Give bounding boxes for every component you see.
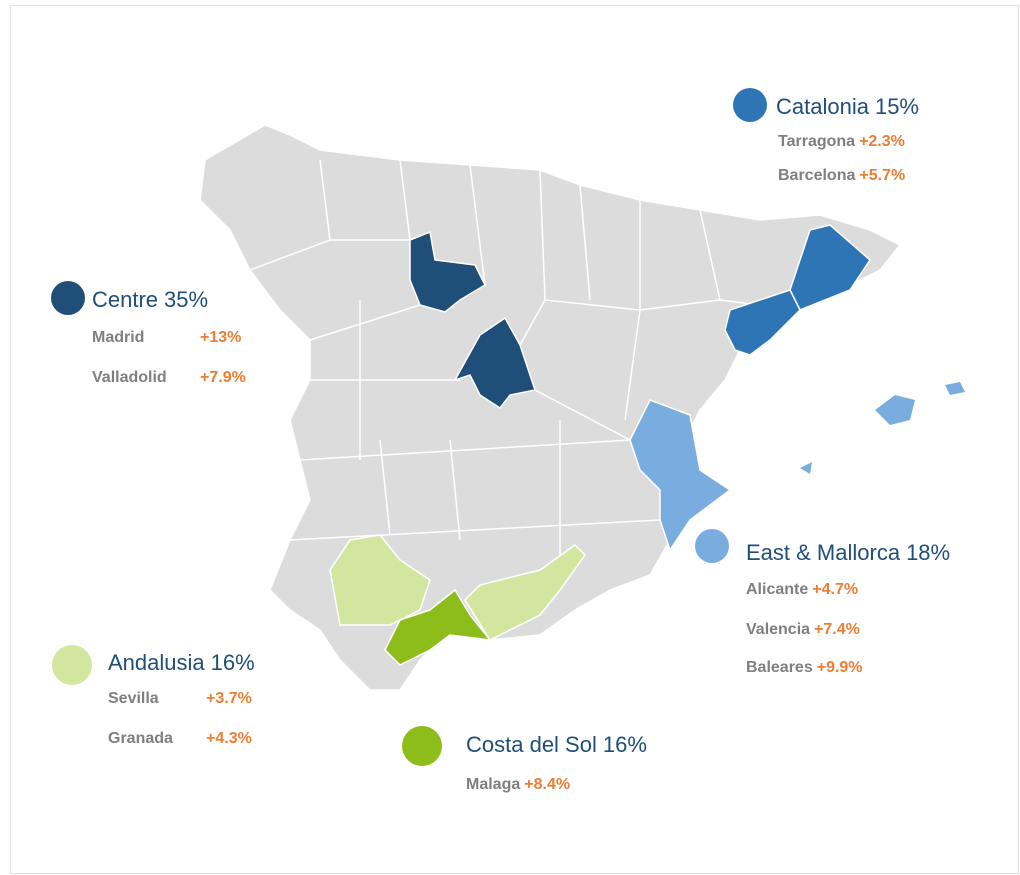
region-share: 16% [603, 732, 647, 757]
region-shape [875, 395, 915, 425]
city-line: Granada +4.3% [108, 730, 252, 747]
city-line: Sevilla +3.7% [108, 690, 252, 707]
region-dot [51, 281, 85, 315]
city-growth: +4.7% [812, 581, 858, 598]
city-line: Madrid +13% [92, 329, 241, 346]
city-growth: +3.7% [206, 690, 252, 707]
spain-map [199, 124, 965, 691]
region-dot [402, 726, 442, 766]
city-line: Baleares +9.9% [746, 659, 863, 676]
city-growth: +13% [200, 329, 241, 346]
region-title: Andalusia 16% [108, 650, 255, 675]
region-shape [453, 316, 536, 410]
region-name: Centre [92, 287, 158, 312]
region-name: Catalonia [776, 94, 870, 119]
city-line: Barcelona +5.7% [778, 167, 905, 184]
legend: Catalonia 15%Tarragona +2.3%Barcelona +5.7%… [51, 88, 950, 793]
region-name: Andalusia [108, 650, 205, 675]
region-share: 16% [211, 650, 255, 675]
city-name: Valladolid [92, 369, 167, 386]
region-shape [629, 399, 732, 552]
city-name: Tarragona [778, 133, 855, 150]
city-growth: +2.3% [859, 133, 905, 150]
region-title: East & Mallorca 18% [746, 540, 950, 565]
region-shape [464, 544, 586, 641]
city-name: Alicante [746, 581, 808, 598]
city-growth: +7.4% [814, 621, 860, 638]
region-shape [724, 289, 801, 356]
city-name: Malaga [466, 776, 520, 793]
region-share: 35% [164, 287, 208, 312]
region-name: East & Mallorca [746, 540, 901, 565]
city-growth: +5.7% [859, 167, 905, 184]
province-borders [249, 159, 801, 560]
city-name: Valencia [746, 621, 810, 638]
region-title: Catalonia 15% [776, 94, 919, 119]
city-growth: +9.9% [817, 659, 863, 676]
region-shape [800, 462, 812, 474]
region-shape [329, 534, 431, 626]
region-title: Costa del Sol 16% [466, 732, 647, 757]
region-title: Centre 35% [92, 287, 208, 312]
city-growth: +8.4% [524, 776, 570, 793]
city-name: Baleares [746, 659, 813, 676]
region-shape [945, 382, 965, 395]
region-share: 18% [906, 540, 950, 565]
city-name: Granada [108, 730, 173, 747]
region-dot [733, 88, 767, 122]
region-name: Costa del Sol [466, 732, 597, 757]
city-name: Barcelona [778, 167, 855, 184]
region-share: 15% [875, 94, 919, 119]
city-line: Alicante +4.7% [746, 581, 858, 598]
city-growth: +4.3% [206, 730, 252, 747]
region-dot [52, 645, 92, 685]
city-line: Tarragona +2.3% [778, 133, 905, 150]
city-line: Malaga +8.4% [466, 776, 570, 793]
region-dot [695, 529, 729, 563]
city-line: Valladolid +7.9% [92, 369, 246, 386]
region-shape [409, 230, 486, 313]
city-name: Sevilla [108, 690, 159, 707]
city-name: Madrid [92, 329, 144, 346]
region-shape [384, 588, 492, 666]
city-line: Valencia +7.4% [746, 621, 860, 638]
city-growth: +7.9% [200, 369, 246, 386]
